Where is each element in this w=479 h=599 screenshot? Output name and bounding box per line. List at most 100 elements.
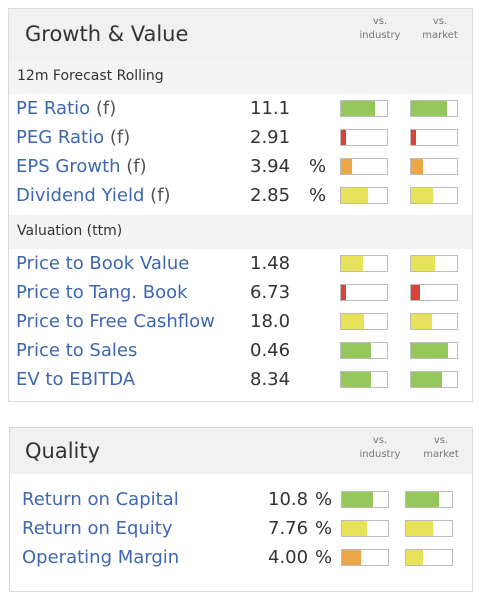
metric-row: Return on Equity 7.76%: [10, 515, 472, 544]
rating-bar: [410, 100, 458, 117]
metric-label: Dividend Yield: [16, 185, 145, 206]
metric-unit: %: [309, 156, 327, 177]
rating-bar-fill: [411, 256, 435, 271]
metric-value: 3.94: [250, 156, 291, 177]
section-header: 12m Forecast Rolling: [9, 60, 472, 94]
metric-link[interactable]: PE Ratio (f): [16, 98, 116, 119]
rating-bar-fill: [406, 550, 424, 565]
rating-bar: [410, 313, 458, 330]
metric-unit: %: [315, 547, 333, 568]
rating-bar-fill: [406, 521, 433, 536]
metric-suffix: (f): [95, 98, 117, 119]
metric-value: 11.1: [250, 98, 291, 119]
metric-row: Price to Free Cashflow 18.0: [9, 308, 472, 337]
rating-bar: [340, 158, 388, 175]
metric-unit: %: [309, 185, 327, 206]
metric-label: Price to Tang. Book: [16, 282, 188, 303]
rating-bar: [340, 313, 388, 330]
rating-bar-fill: [341, 159, 353, 174]
metric-unit: %: [315, 518, 333, 539]
growth-value-panel: Growth & Value vs. industry vs. market 1…: [8, 8, 473, 402]
metric-label: Operating Margin: [22, 547, 180, 568]
column-header-market: vs. market: [422, 16, 458, 41]
rating-bar: [410, 187, 458, 204]
rating-bar: [340, 255, 388, 272]
panel-header: Quality vs. industry vs. market: [10, 428, 472, 474]
metric-value: 0.46: [250, 340, 291, 361]
rating-bar: [410, 284, 458, 301]
metric-value: 18.0: [250, 311, 291, 332]
rating-bar: [340, 100, 388, 117]
metric-value: 10.8: [268, 489, 309, 510]
metric-link[interactable]: Operating Margin: [22, 547, 179, 568]
rating-bar: [410, 255, 458, 272]
rating-bar-fill: [341, 188, 368, 203]
metric-link[interactable]: Price to Book Value: [16, 253, 189, 274]
section-label: Valuation (ttm): [17, 223, 123, 239]
column-header-industry: vs. industry: [359, 16, 401, 41]
rating-bar-fill: [411, 101, 447, 116]
rating-bar-fill: [411, 372, 443, 387]
metric-link[interactable]: Price to Tang. Book: [16, 282, 188, 303]
metric-unit: %: [315, 489, 333, 510]
metric-row: Price to Sales 0.46: [9, 337, 472, 366]
metric-link[interactable]: Return on Capital: [22, 489, 179, 510]
metric-value: 7.76: [268, 518, 309, 539]
panel-header: Growth & Value vs. industry vs. market: [9, 9, 472, 60]
rating-bar-fill: [341, 314, 364, 329]
metric-row: EPS Growth (f) 3.94%: [9, 153, 472, 182]
column-header-industry: vs. industry: [359, 435, 401, 460]
rating-bar: [341, 491, 389, 508]
panel-title: Growth & Value: [25, 22, 189, 46]
rating-bar: [340, 284, 388, 301]
quality-panel: Quality vs. industry vs. market Return o…: [9, 427, 473, 592]
rating-bar: [410, 371, 458, 388]
rating-bar-fill: [411, 130, 416, 145]
rating-bar: [410, 158, 458, 175]
rating-bar: [405, 491, 453, 508]
metric-link[interactable]: Return on Equity: [22, 518, 173, 539]
metric-label: Price to Book Value: [16, 253, 190, 274]
metric-row: EV to EBITDA 8.34: [9, 366, 472, 395]
rating-bar: [405, 520, 453, 537]
rating-bar-fill: [411, 343, 448, 358]
metric-link[interactable]: Price to Free Cashflow: [16, 311, 215, 332]
metric-link[interactable]: EV to EBITDA: [16, 369, 135, 390]
metric-link[interactable]: Dividend Yield (f): [16, 185, 171, 206]
metric-label: PEG Ratio: [16, 127, 105, 148]
metric-row: Return on Capital 10.8%: [10, 486, 472, 515]
rating-bar-fill: [411, 285, 421, 300]
metric-label: Price to Sales: [16, 340, 138, 361]
metric-value: 2.85: [250, 185, 291, 206]
rating-bar-fill: [342, 550, 362, 565]
metric-suffix: (f): [150, 185, 171, 206]
metric-label: Return on Equity: [22, 518, 173, 539]
section-header: Valuation (ttm): [9, 215, 472, 249]
rating-bar-fill: [341, 285, 347, 300]
rating-bar: [341, 520, 389, 537]
rating-bar: [341, 549, 389, 566]
metric-link[interactable]: PEG Ratio (f): [16, 127, 130, 148]
metric-row: Price to Book Value 1.48: [9, 250, 472, 279]
rating-bar: [405, 549, 453, 566]
rating-bar-fill: [406, 492, 440, 507]
metric-suffix: (f): [126, 156, 147, 177]
rating-bar-fill: [411, 188, 434, 203]
metric-row: Operating Margin 4.00%: [10, 544, 472, 573]
rating-bar: [340, 187, 388, 204]
rating-bar-fill: [341, 256, 363, 271]
rating-bar-fill: [341, 130, 346, 145]
rating-bar-fill: [411, 314, 432, 329]
metric-label: PE Ratio: [16, 98, 91, 119]
metric-link[interactable]: Price to Sales: [16, 340, 137, 361]
metric-label: EPS Growth: [16, 156, 121, 177]
rating-bar-fill: [342, 521, 367, 536]
metric-link[interactable]: EPS Growth (f): [16, 156, 147, 177]
rating-bar: [410, 129, 458, 146]
metric-row: Price to Tang. Book 6.73: [9, 279, 472, 308]
metric-value: 8.34: [250, 369, 291, 390]
rating-bar: [340, 129, 388, 146]
metric-row: PE Ratio (f) 11.1: [9, 95, 472, 124]
metric-label: Price to Free Cashflow: [16, 311, 215, 332]
metric-value: 2.91: [250, 127, 291, 148]
